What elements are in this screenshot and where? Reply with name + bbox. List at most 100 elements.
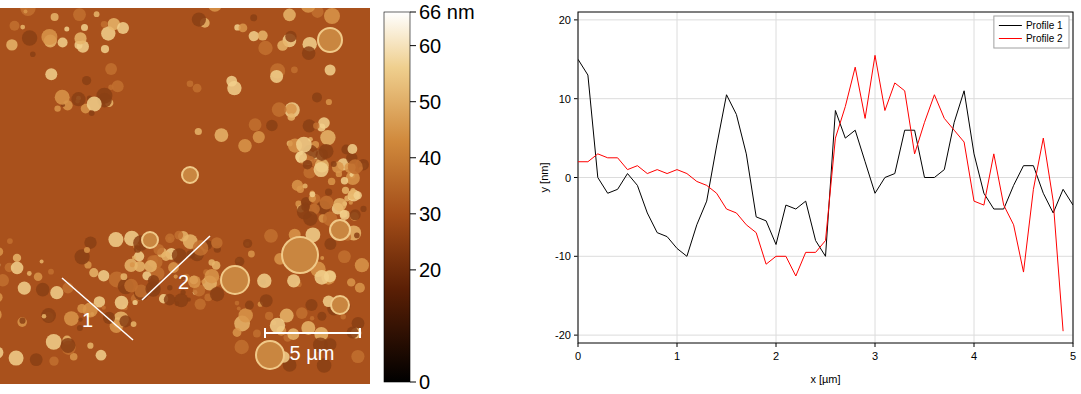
texture <box>81 24 88 31</box>
y-tick <box>574 177 578 178</box>
texture <box>351 350 364 363</box>
texture <box>209 259 215 265</box>
texture <box>326 99 332 105</box>
texture <box>9 351 24 366</box>
texture <box>40 260 44 264</box>
grid-line <box>677 12 678 343</box>
texture <box>257 274 271 288</box>
texture <box>235 301 240 306</box>
texture <box>6 39 17 50</box>
texture <box>148 275 159 286</box>
texture <box>167 237 171 241</box>
texture <box>71 92 85 106</box>
legend-label: Profile 2 <box>1026 33 1063 44</box>
texture <box>301 203 310 212</box>
texture <box>205 269 220 284</box>
texture <box>24 9 28 13</box>
texture <box>11 262 24 275</box>
texture-ring <box>282 237 318 273</box>
texture-ring <box>221 266 249 294</box>
texture <box>101 21 108 28</box>
texture <box>94 11 100 17</box>
texture <box>51 13 59 21</box>
texture <box>124 279 138 293</box>
texture-ring <box>331 296 349 314</box>
texture <box>42 314 47 319</box>
texture <box>310 316 314 320</box>
texture <box>342 187 349 194</box>
texture <box>325 189 332 196</box>
texture <box>341 177 348 184</box>
scale-bar-end <box>264 328 266 338</box>
x-tick-label: 1 <box>674 350 680 362</box>
texture <box>61 338 76 353</box>
colorbar-tick-label: 50 <box>419 91 441 113</box>
texture <box>245 301 254 310</box>
grid-line <box>776 12 777 343</box>
texture <box>13 254 21 262</box>
y-axis-title: y [nm] <box>538 163 550 193</box>
texture <box>253 330 261 338</box>
texture <box>270 318 285 333</box>
texture <box>0 292 3 302</box>
plot-area <box>578 12 1073 343</box>
texture-ring <box>142 232 158 248</box>
texture <box>0 308 2 321</box>
texture <box>201 280 205 284</box>
texture <box>10 21 20 31</box>
texture <box>0 274 9 286</box>
texture <box>315 270 330 285</box>
texture <box>354 233 360 239</box>
series-line <box>578 55 1063 331</box>
y-tick-label: 20 <box>559 14 571 26</box>
texture <box>348 159 363 174</box>
texture <box>258 31 268 41</box>
y-tick-label: -20 <box>555 329 571 341</box>
texture <box>117 22 129 34</box>
texture <box>235 340 249 354</box>
texture <box>248 251 255 258</box>
texture <box>174 293 188 307</box>
texture <box>161 251 171 261</box>
texture <box>296 307 308 319</box>
texture <box>305 299 317 311</box>
texture <box>0 347 3 359</box>
series-group <box>578 55 1073 331</box>
texture <box>19 318 25 324</box>
y-tick <box>574 19 578 20</box>
texture <box>132 256 136 260</box>
y-tick <box>574 98 578 99</box>
x-tick <box>578 343 579 347</box>
scale-bar <box>265 332 360 334</box>
texture <box>98 270 109 281</box>
texture <box>264 229 278 243</box>
legend: Profile 1Profile 2 <box>994 16 1069 48</box>
texture <box>287 328 299 340</box>
texture <box>272 102 287 117</box>
x-tick-label: 3 <box>872 350 878 362</box>
texture <box>238 139 252 153</box>
texture <box>50 286 63 299</box>
profile-label: 1 <box>82 309 93 331</box>
texture <box>324 8 340 24</box>
texture <box>64 27 69 32</box>
scale-bar-end <box>359 328 361 338</box>
scale-bar-label: 5 µm <box>290 342 335 364</box>
texture <box>112 80 124 92</box>
texture <box>87 97 102 112</box>
y-tick-label: 0 <box>565 172 571 184</box>
texture <box>249 31 259 41</box>
texture <box>55 90 70 105</box>
texture <box>64 311 79 326</box>
texture <box>296 137 312 153</box>
texture <box>164 294 176 306</box>
grid-line <box>875 12 876 343</box>
texture <box>303 211 318 226</box>
texture <box>210 287 224 301</box>
texture <box>350 209 361 220</box>
x-tick <box>875 343 876 347</box>
texture <box>133 300 138 305</box>
texture-ring <box>256 341 284 369</box>
texture <box>303 184 308 189</box>
texture <box>7 238 13 244</box>
